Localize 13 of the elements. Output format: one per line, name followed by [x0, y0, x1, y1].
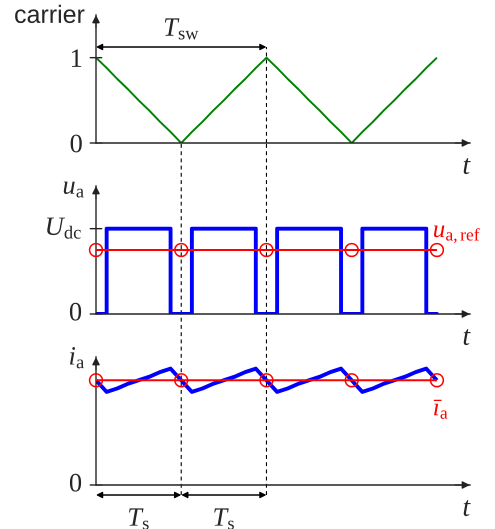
y-axis-title: u$_{a}$	[64, 182, 84, 198]
text: T$_{s}$	[128, 508, 149, 529]
y-tick-label: 1	[72, 49, 82, 67]
series-label: u$_{a,ref}$	[434, 226, 480, 244]
x-axis-title: t	[464, 500, 471, 516]
y-axis-title: i$_{a}$	[70, 347, 84, 368]
series-label: ī$_{a}$	[434, 400, 448, 419]
y-axis-title: carrier	[15, 4, 84, 24]
text: U$_{dc}$	[47, 218, 81, 239]
annotation: T$_{sw}$	[164, 18, 198, 40]
x-axis-title: t	[464, 158, 471, 174]
text: T$_{s}$	[214, 508, 234, 529]
x-axis-title: t	[464, 329, 471, 346]
